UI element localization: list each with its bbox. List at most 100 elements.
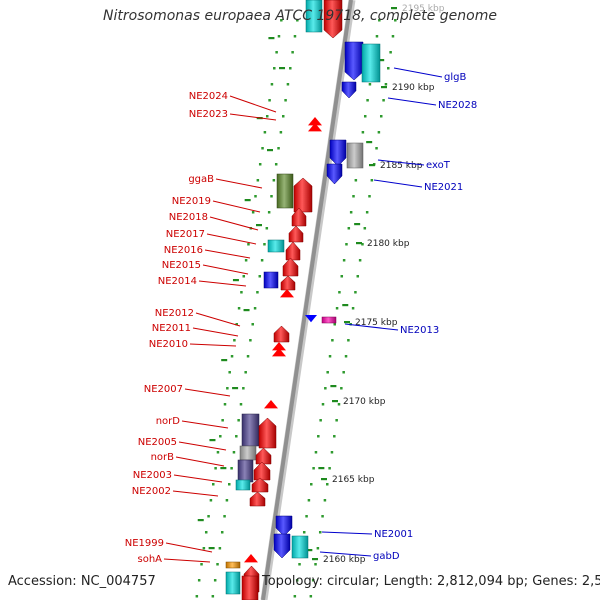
left-guide-dot <box>216 451 220 454</box>
gene-NE2023 <box>308 117 322 126</box>
right-tick-mark <box>354 223 361 226</box>
gene-bottom-rna <box>225 571 241 595</box>
left-tick-mark <box>279 67 286 70</box>
label-connector <box>181 420 229 429</box>
gene-NE2014b <box>280 275 296 291</box>
gene-arrow-small <box>280 289 294 298</box>
gene-label-left: NE2012 <box>155 308 194 319</box>
gene-norD <box>241 413 260 447</box>
gene-NE2016 <box>285 241 301 261</box>
left-guide-dot <box>254 195 257 198</box>
map-title: Nitrosomonas europaea ATCC 19718, comple… <box>103 8 497 24</box>
gene-label-left: NE2003 <box>133 470 172 481</box>
right-guide-dot <box>326 483 329 486</box>
left-tick-mark <box>220 467 227 470</box>
right-guide-dot <box>309 595 313 598</box>
left-guide-dot <box>204 531 208 534</box>
scale-label: 2160 kbp <box>323 555 366 565</box>
left-guide-dot <box>277 147 280 150</box>
scale-tick <box>381 86 387 89</box>
gene-NE2028 <box>341 81 357 99</box>
left-guide-dot <box>279 131 283 134</box>
scale-tick <box>321 478 327 481</box>
right-guide-dot <box>302 531 306 534</box>
scale-tick <box>391 7 397 10</box>
left-tick-mark <box>244 199 251 202</box>
left-guide-dot <box>253 307 257 310</box>
left-guide-dot <box>207 515 210 518</box>
right-guide-dot <box>311 579 315 582</box>
right-tick-mark <box>306 549 313 552</box>
left-guide-dot <box>296 19 299 22</box>
right-guide-dot <box>314 563 317 566</box>
left-guide-dot <box>242 387 245 390</box>
right-guide-dot <box>340 275 344 278</box>
left-guide-dot <box>284 99 287 102</box>
left-guide-dot <box>260 259 264 262</box>
left-tick-mark <box>197 519 204 522</box>
gene-NE2019 <box>293 177 313 213</box>
left-guide-dot <box>209 499 213 502</box>
left-tick-mark <box>208 547 215 550</box>
right-guide-dot <box>370 179 374 182</box>
gene-label-right: NE2028 <box>438 100 477 111</box>
right-guide-dot <box>295 579 299 582</box>
gene-label-left: NE2011 <box>152 323 191 334</box>
left-guide-dot <box>239 403 243 406</box>
right-tick-mark <box>318 467 325 470</box>
scale-label: 2165 kbp <box>332 475 375 485</box>
right-guide-dot <box>361 243 364 246</box>
right-guide-dot <box>335 307 339 310</box>
right-guide-dot <box>326 371 329 374</box>
left-guide-dot <box>286 83 290 86</box>
right-guide-dot <box>307 499 311 502</box>
gene-pseudo <box>346 142 364 169</box>
left-guide-dot <box>233 339 236 342</box>
label-connector <box>229 95 277 113</box>
left-guide-dot <box>265 115 269 118</box>
scale-label: 2170 kbp <box>343 397 386 407</box>
left-guide-dot <box>274 163 278 166</box>
left-guide-dot <box>237 307 241 310</box>
left-guide-dot <box>228 483 231 486</box>
label-connector <box>206 233 257 245</box>
right-guide-dot <box>321 515 324 518</box>
gene-NE2005 <box>255 447 272 465</box>
left-guide-dot <box>211 595 215 598</box>
gene-ggaB <box>276 173 294 209</box>
label-connector <box>387 97 437 106</box>
left-guide-dot <box>263 243 266 246</box>
left-guide-dot <box>230 467 233 470</box>
right-guide-dot <box>328 467 331 470</box>
left-guide-dot <box>289 67 292 70</box>
gene-gabD <box>273 533 291 559</box>
right-guide-dot <box>298 563 301 566</box>
left-guide-dot <box>237 419 240 422</box>
scale-label: 2195 kbp <box>402 4 445 14</box>
label-connector <box>321 531 373 535</box>
label-connector <box>195 312 241 327</box>
gene-label-left: norB <box>151 452 175 463</box>
gene-NE2021 <box>326 163 343 185</box>
left-tick-mark <box>221 359 228 362</box>
gene-label-left: NE2017 <box>166 229 205 240</box>
left-guide-dot <box>244 259 248 262</box>
right-guide-dot <box>356 275 360 278</box>
right-guide-dot <box>349 211 353 214</box>
label-connector <box>175 456 225 467</box>
gene-norB-fwd <box>253 461 271 481</box>
label-connector <box>377 159 425 166</box>
left-guide-dot <box>212 483 215 486</box>
scale-tick <box>332 400 338 403</box>
left-guide-dot <box>219 435 222 438</box>
gene-NE2012 <box>273 325 290 343</box>
right-guide-dot <box>352 195 355 198</box>
right-guide-dot <box>337 403 341 406</box>
label-connector <box>212 200 261 213</box>
right-guide-dot <box>340 387 343 390</box>
gene-NE2013-marker <box>305 315 317 323</box>
right-guide-dot <box>366 99 369 102</box>
left-guide-dot <box>223 515 226 518</box>
gene-norD-fwd <box>258 417 277 449</box>
